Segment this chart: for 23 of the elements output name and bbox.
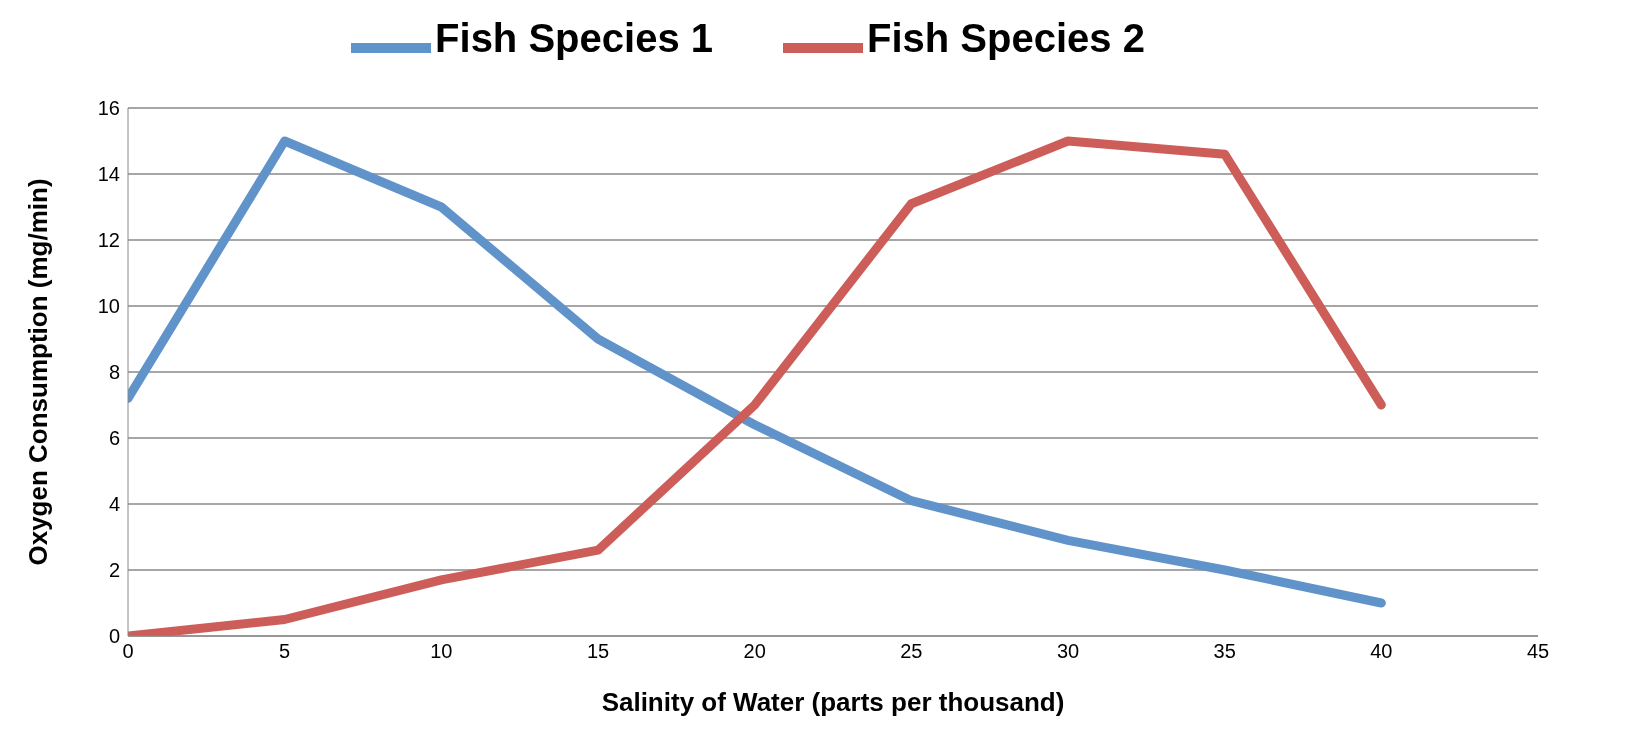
legend-label: Fish Species 2 [867, 16, 1145, 61]
legend-label: Fish Species 1 [435, 16, 713, 61]
x-tick-label: 30 [1056, 640, 1080, 663]
y-tick-label: 10 [97, 295, 120, 318]
y-tick-label: 2 [108, 559, 120, 582]
x-tick-label: 35 [1213, 640, 1236, 663]
x-tick-label: 20 [743, 640, 766, 663]
y-tick-label: 8 [108, 361, 120, 384]
x-tick-label: 10 [430, 640, 453, 663]
x-tick-label: 15 [586, 640, 610, 663]
x-tick-label: 5 [279, 640, 291, 663]
y-tick-label: 12 [97, 229, 120, 252]
y-tick-label: 16 [97, 97, 120, 120]
y-tick-label: 14 [97, 163, 120, 186]
y-tick-label: 4 [108, 493, 120, 516]
x-tick-label: 25 [900, 640, 923, 663]
y-tick-label: 0 [108, 625, 120, 648]
x-tick-label: 45 [1526, 640, 1550, 663]
x-axis-title: Salinity of Water (parts per thousand) [601, 687, 1065, 717]
x-tick-label: 40 [1370, 640, 1393, 663]
x-tick-label: 0 [122, 640, 134, 663]
y-axis-title: Oxygen Consumption (mg/min) [23, 178, 54, 566]
y-tick-label: 6 [108, 427, 120, 450]
